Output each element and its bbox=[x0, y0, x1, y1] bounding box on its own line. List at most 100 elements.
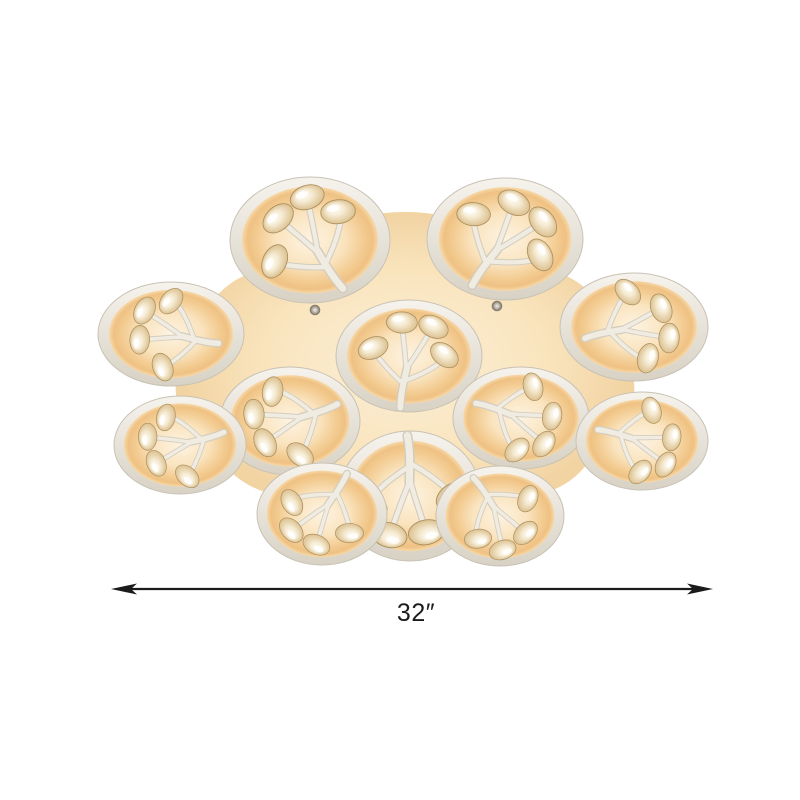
mounting-screw bbox=[309, 304, 321, 316]
crystal-leaf bbox=[151, 352, 174, 382]
crystal-leaf bbox=[526, 238, 554, 272]
crystal-highlight bbox=[362, 342, 374, 351]
crystal-highlight bbox=[669, 328, 676, 341]
crystal-highlight bbox=[183, 476, 193, 485]
crystal-body bbox=[335, 523, 364, 544]
crystal-leaf bbox=[158, 287, 184, 315]
crystal-body bbox=[463, 528, 493, 549]
crystal-leaf bbox=[253, 428, 277, 458]
mounting-screw bbox=[491, 300, 503, 312]
crystal-highlight bbox=[517, 445, 526, 454]
crystal-highlight bbox=[426, 318, 437, 326]
crystal-leaf bbox=[129, 325, 150, 355]
crystal-body bbox=[504, 437, 530, 463]
crystal-leaf bbox=[497, 189, 531, 217]
light-ring-far-left bbox=[97, 281, 245, 387]
crystal-branch bbox=[456, 189, 558, 291]
crystal-leaf bbox=[662, 423, 682, 452]
crystal-branch bbox=[243, 376, 342, 468]
crystal-body bbox=[488, 539, 517, 561]
crystal-highlight bbox=[538, 211, 548, 222]
crystal-leaf bbox=[513, 520, 538, 545]
crystal-body bbox=[320, 199, 356, 225]
crystal-leaf bbox=[386, 311, 418, 334]
crystal-highlight bbox=[506, 193, 518, 202]
crystal-highlight bbox=[666, 458, 674, 468]
crystal-body bbox=[522, 372, 544, 401]
crystal-highlight bbox=[650, 401, 657, 412]
crystal-highlight bbox=[424, 531, 438, 540]
crystal-leaf bbox=[504, 437, 530, 463]
crystal-leaf bbox=[488, 539, 517, 561]
crystal-highlight bbox=[157, 366, 165, 377]
crystal-highlight bbox=[525, 528, 535, 537]
crystal-highlight bbox=[392, 315, 404, 323]
crystal-body bbox=[649, 293, 673, 324]
crystal-branch bbox=[261, 184, 356, 294]
crystal-highlight bbox=[136, 307, 144, 318]
light-ring-center bbox=[335, 299, 483, 413]
crystal-highlight bbox=[501, 548, 512, 555]
crystal-leaf bbox=[145, 450, 167, 477]
crystal-leaf bbox=[156, 403, 176, 432]
crystal-branch bbox=[594, 396, 682, 485]
crystal-leaf bbox=[528, 206, 558, 238]
crystal-highlight bbox=[528, 491, 536, 502]
crystal-body bbox=[654, 451, 677, 478]
crystal-leaf bbox=[289, 184, 325, 211]
crystal-leaf bbox=[636, 343, 659, 374]
crystal-highlight bbox=[159, 415, 166, 426]
crystal-leaf bbox=[641, 396, 662, 424]
crystal-leaf bbox=[658, 322, 680, 354]
crystal-highlight bbox=[386, 536, 400, 544]
crystal-leaf bbox=[261, 376, 284, 407]
crystal-body bbox=[526, 238, 554, 272]
crystal-highlight bbox=[151, 462, 159, 473]
crystal-branch bbox=[129, 287, 223, 382]
crystal-highlight bbox=[532, 377, 539, 388]
crystal-leaf bbox=[614, 278, 642, 306]
crystal-body bbox=[158, 287, 184, 315]
crystal-highlight bbox=[326, 204, 340, 212]
light-ring-mid-left bbox=[219, 366, 361, 476]
crystal-highlight bbox=[537, 243, 546, 256]
crystal-body bbox=[289, 184, 325, 211]
crystal-body bbox=[386, 311, 418, 334]
crystal-leaf bbox=[430, 342, 459, 369]
crystal-leaf bbox=[280, 489, 304, 516]
crystal-body bbox=[532, 430, 556, 458]
crystal-body bbox=[175, 464, 200, 489]
crystal-highlight bbox=[247, 412, 254, 424]
crystal-body bbox=[513, 520, 538, 545]
crystal-leaf bbox=[335, 523, 364, 544]
crystal-highlight bbox=[640, 467, 649, 476]
crystal-leaf bbox=[522, 372, 544, 401]
crystal-leaf bbox=[133, 296, 156, 325]
crystal-body bbox=[497, 189, 531, 217]
crystal-highlight bbox=[265, 389, 272, 401]
crystal-highlight bbox=[476, 538, 487, 545]
crystal-body bbox=[145, 450, 167, 477]
crystal-highlight bbox=[544, 438, 553, 448]
crystal-body bbox=[357, 336, 389, 360]
crystal-branch bbox=[138, 403, 228, 489]
crystal-leaf bbox=[243, 398, 265, 430]
crystal-leaf bbox=[654, 451, 677, 478]
crystal-branch bbox=[580, 278, 680, 374]
crystal-highlight bbox=[162, 297, 171, 307]
dimension-arrowhead-left bbox=[111, 583, 137, 595]
crystal-leaf bbox=[463, 528, 493, 549]
crystal-body bbox=[430, 342, 459, 369]
crystal-highlight bbox=[296, 455, 306, 465]
crystal-highlight bbox=[463, 206, 476, 214]
crystal-highlight bbox=[672, 429, 678, 440]
crystal-body bbox=[614, 278, 642, 306]
crystal-leaf bbox=[302, 533, 331, 556]
crystal-body bbox=[628, 459, 652, 485]
crystal-highlight bbox=[142, 435, 148, 446]
crystal-highlight bbox=[648, 349, 656, 361]
crystal-highlight bbox=[260, 442, 268, 453]
crystal-highlight bbox=[265, 257, 274, 270]
